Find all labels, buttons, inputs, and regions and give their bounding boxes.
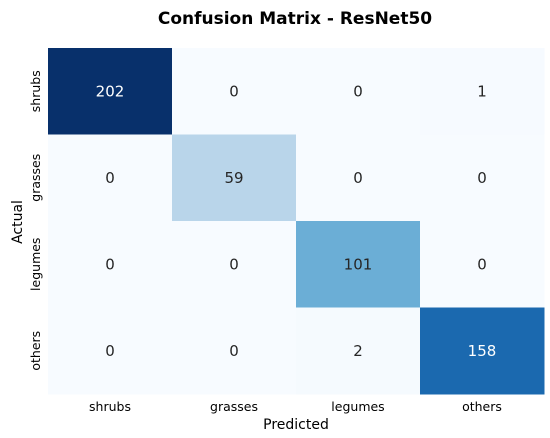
heatmap-cell-grasses-grasses	[172, 134, 297, 222]
cell-value-label: 0	[105, 169, 115, 187]
heatmap-cell-legumes-shrubs	[48, 221, 173, 308]
cell-value-label: 0	[105, 255, 115, 273]
cell-value-label: 0	[477, 169, 487, 187]
chart-title: Confusion Matrix - ResNet50	[158, 9, 432, 29]
x-tick-label: legumes	[331, 399, 384, 414]
cell-value-label: 59	[224, 169, 243, 187]
heatmap-cells: 202 0 0 1 0 59 0 0 0 0 101 0 0 0 2 158	[48, 48, 545, 395]
heatmap-cell-others-grasses	[172, 307, 297, 395]
cell-value-label: 0	[353, 82, 363, 100]
y-tick-label: grasses	[28, 154, 43, 202]
heatmap-cell-legumes-others	[420, 221, 545, 308]
heatmap-cell-legumes-legumes	[296, 221, 421, 308]
y-tick-labels: shrubs grasses legumes others	[28, 70, 43, 370]
y-tick-label: shrubs	[28, 70, 43, 112]
heatmap-cell-others-shrubs	[48, 307, 173, 395]
heatmap-cell-others-legumes	[296, 307, 421, 395]
cell-value-label: 1	[477, 82, 487, 100]
heatmap-cell-shrubs-grasses	[172, 48, 297, 135]
cell-value-label: 0	[353, 169, 363, 187]
heatmap-cell-grasses-shrubs	[48, 134, 173, 222]
y-axis-label: Actual	[10, 200, 26, 244]
cell-value-label: 202	[96, 82, 125, 100]
cell-value-label: 2	[353, 342, 363, 360]
y-tick-label: others	[28, 331, 43, 371]
cell-value-label: 0	[105, 342, 115, 360]
x-tick-label: shrubs	[89, 399, 131, 414]
cell-value-label: 0	[477, 255, 487, 273]
cell-value-label: 0	[229, 342, 239, 360]
x-tick-labels: shrubs grasses legumes others	[89, 399, 502, 414]
heatmap-cell-shrubs-legumes	[296, 48, 421, 135]
cell-value-label: 101	[344, 255, 373, 273]
heatmap-cell-legumes-grasses	[172, 221, 297, 308]
heatmap-cell-shrubs-others	[420, 48, 545, 135]
heatmap-cell-grasses-others	[420, 134, 545, 222]
heatmap-cell-grasses-legumes	[296, 134, 421, 222]
cell-value-label: 158	[468, 342, 497, 360]
x-tick-label: grasses	[210, 399, 258, 414]
heatmap-cell-shrubs-shrubs	[48, 48, 173, 135]
x-axis-label: Predicted	[263, 417, 329, 433]
x-tick-label: others	[462, 399, 502, 414]
cell-value-label: 0	[229, 255, 239, 273]
heatmap-cell-others-others	[420, 307, 545, 395]
cell-value-label: 0	[229, 82, 239, 100]
y-tick-label: legumes	[28, 238, 43, 291]
